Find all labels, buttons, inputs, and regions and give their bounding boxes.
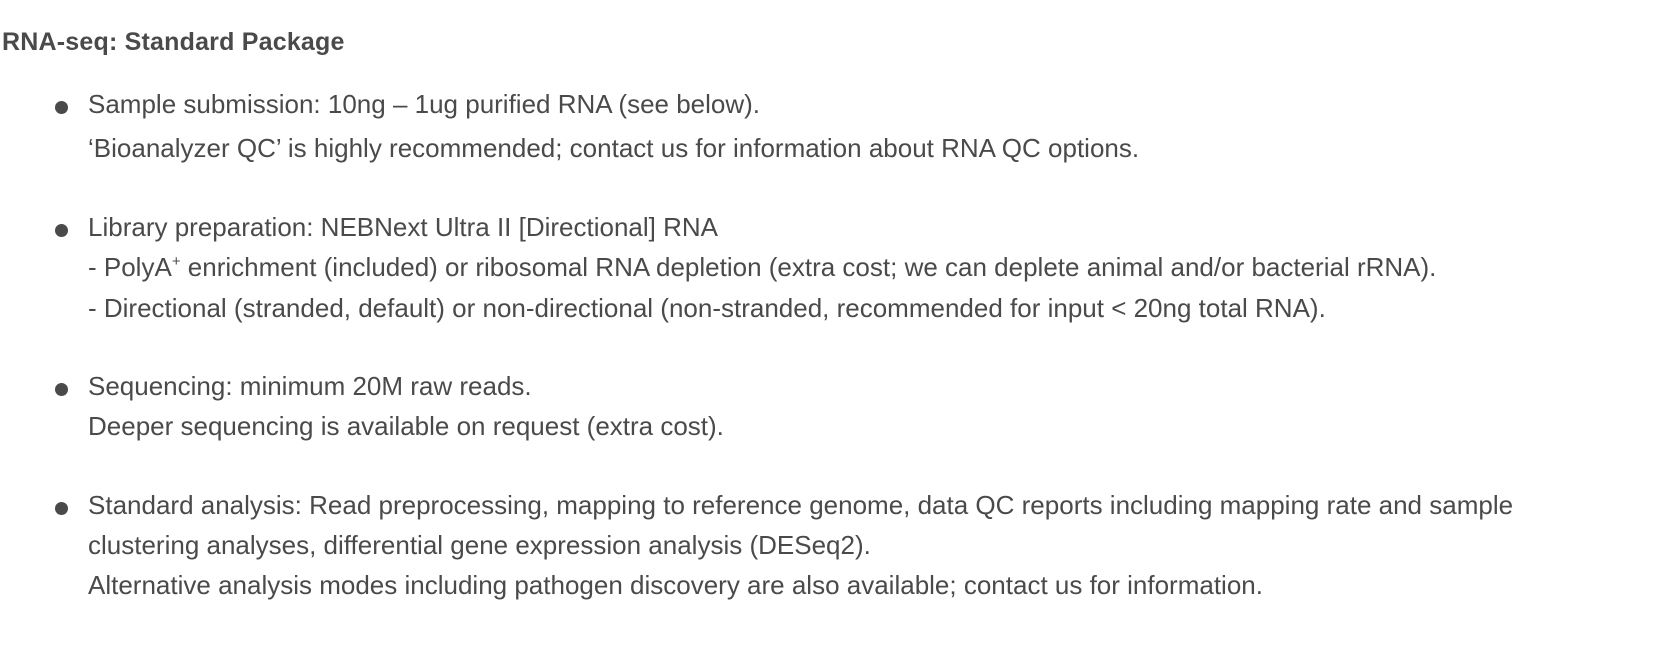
bullet-icon (55, 502, 68, 515)
item-text-line: Library preparation: NEBNext Ultra II [D… (88, 212, 719, 242)
item-text-line: Sequencing: minimum 20M raw reads. (88, 371, 532, 401)
item-text-line: - Directional (stranded, default) or non… (88, 293, 1326, 323)
section-heading: RNA-seq: Standard Package (2, 28, 345, 56)
bullet-icon (55, 101, 68, 114)
item-text-line: Deeper sequencing is available on reques… (88, 411, 724, 441)
item-text-line: clustering analyses, differential gene e… (88, 530, 871, 560)
superscript-plus: + (171, 253, 181, 270)
item-text-line: ‘Bioanalyzer QC’ is highly recommended; … (88, 133, 1140, 163)
bullet-icon (55, 224, 68, 237)
item-text-line: Standard analysis: Read preprocessing, m… (88, 490, 1514, 520)
item-text-line: Alternative analysis modes including pat… (88, 570, 1263, 600)
bullet-icon (55, 383, 68, 396)
item-text-line: Sample submission: 10ng – 1ug purified R… (88, 89, 761, 119)
item-text-line: - PolyA+ enrichment (included) or riboso… (88, 252, 1436, 282)
item-text-segment: - PolyA (88, 252, 172, 282)
item-text-segment: enrichment (included) or ribosomal RNA d… (180, 252, 1437, 282)
